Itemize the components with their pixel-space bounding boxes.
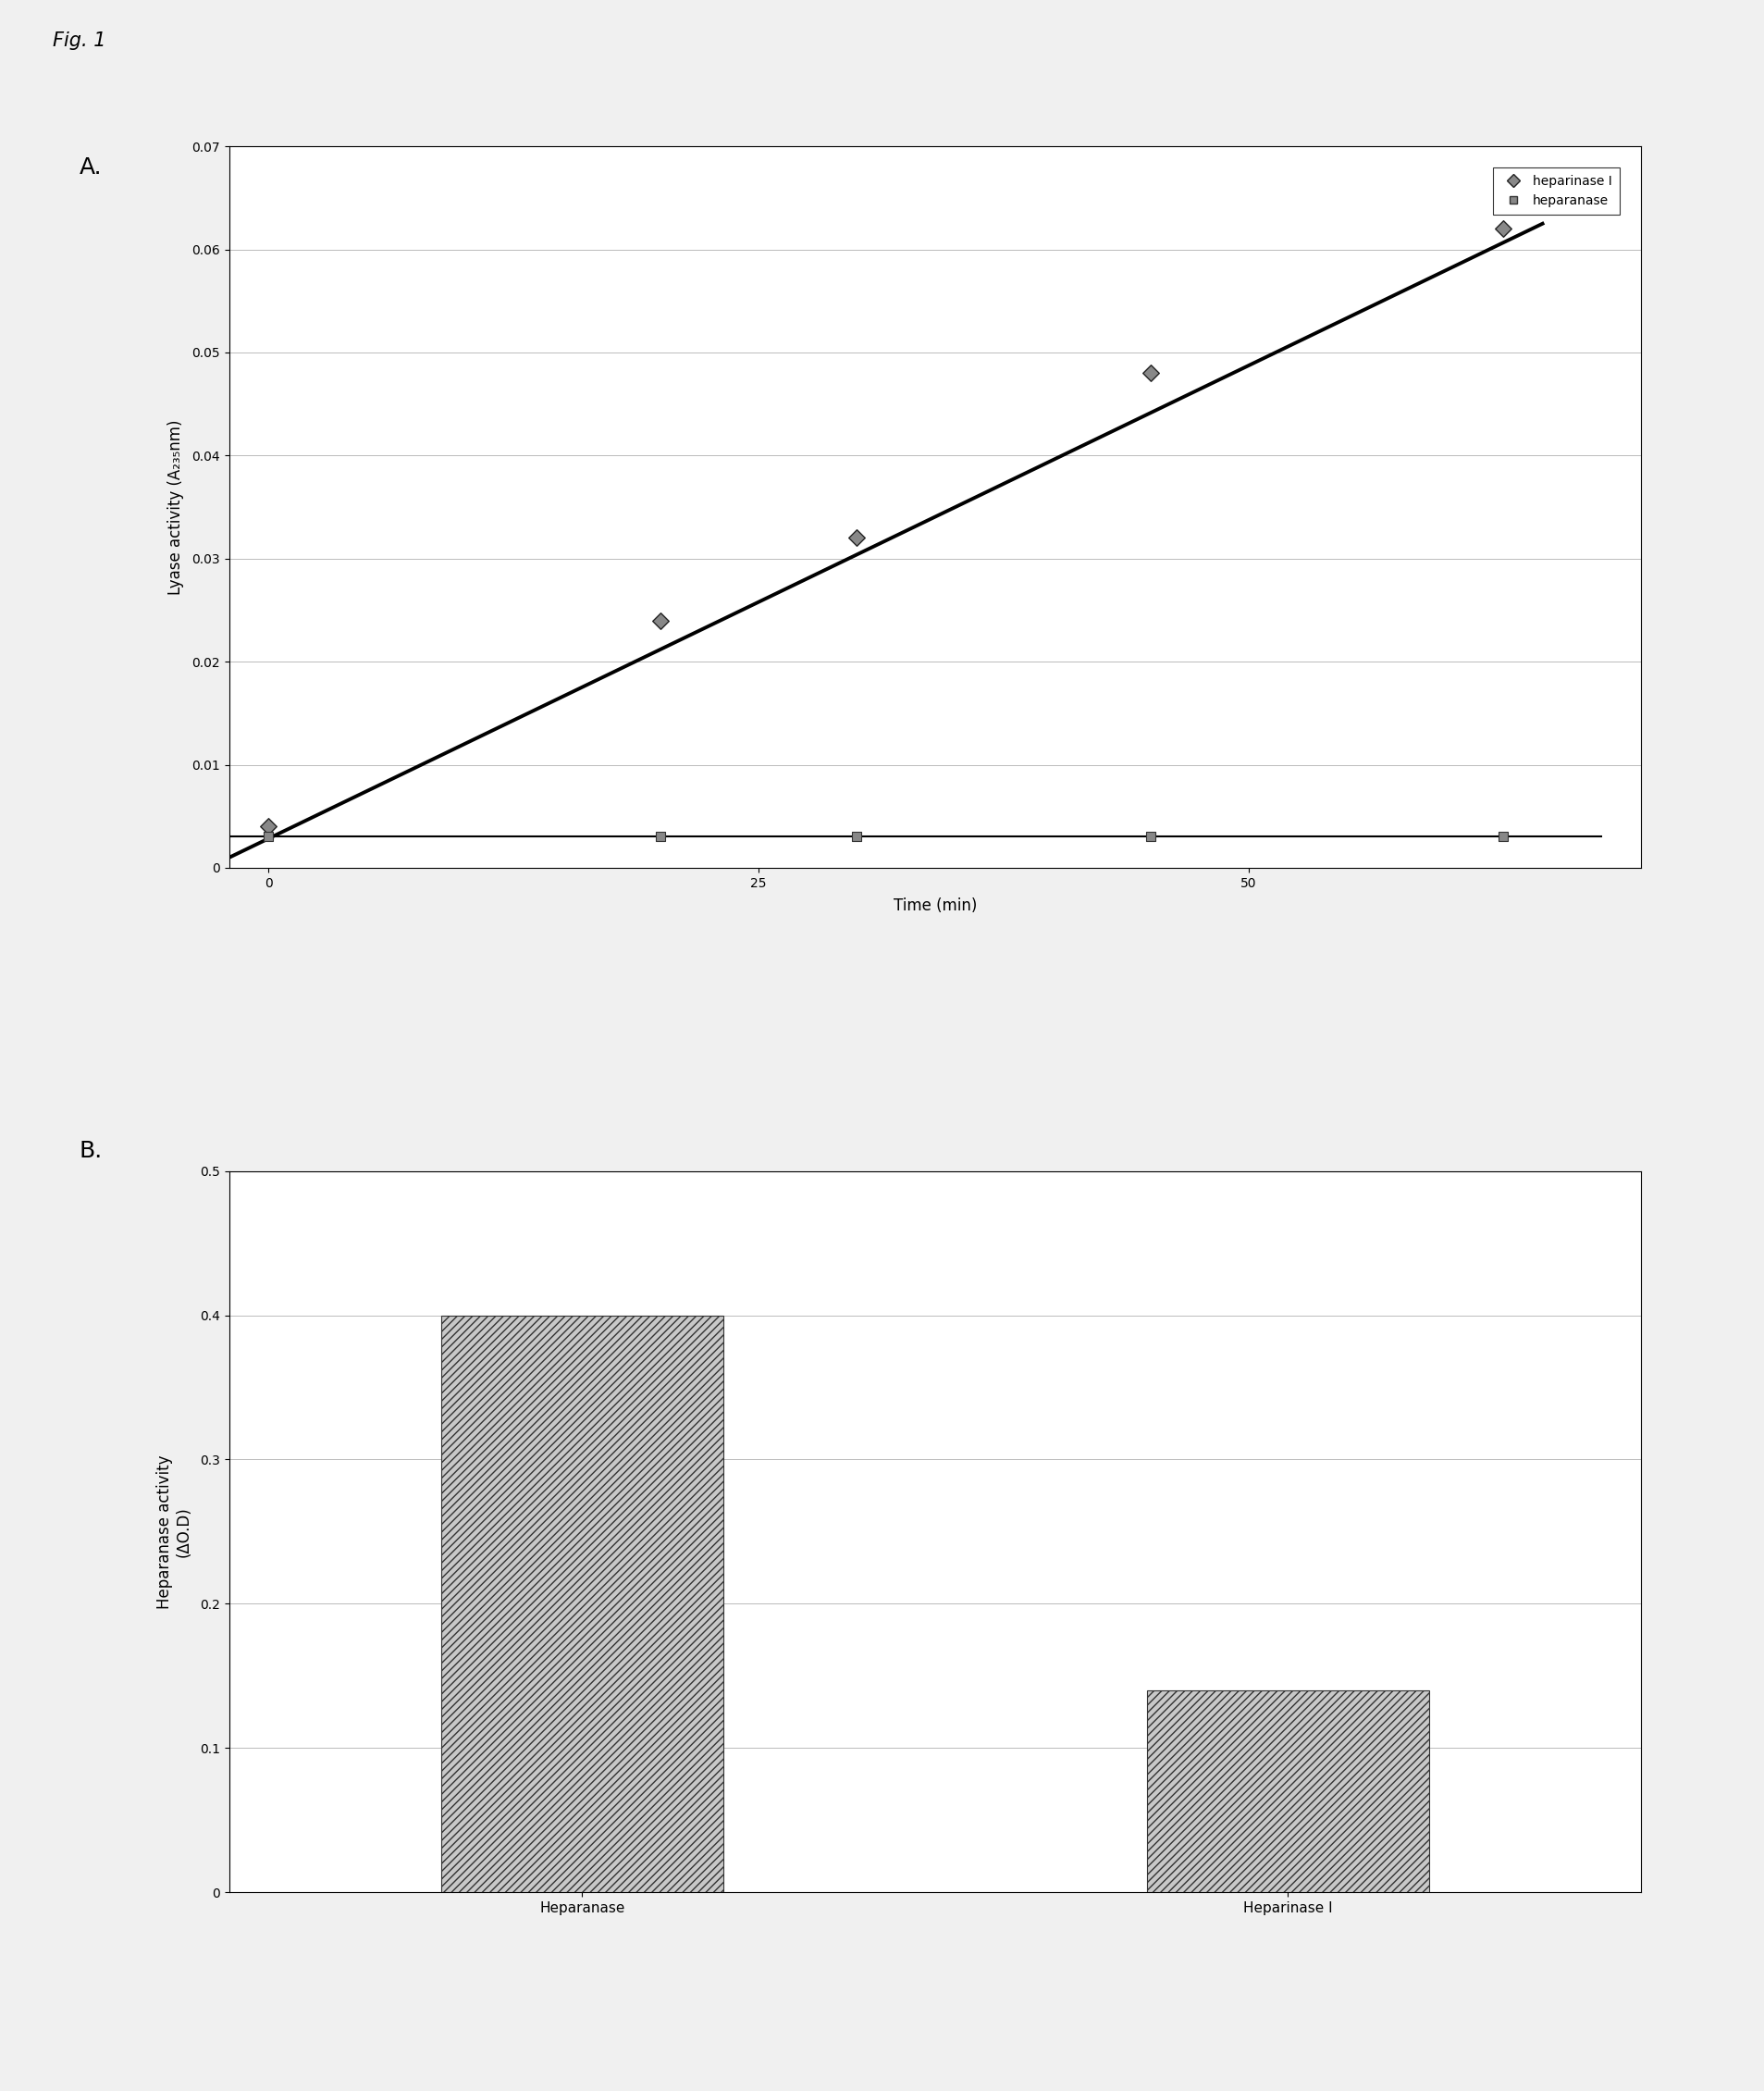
Point — [1136, 820, 1164, 853]
Bar — [1147, 1690, 1429, 1892]
Text: A.: A. — [79, 157, 102, 180]
X-axis label: Time (min): Time (min) — [893, 897, 977, 914]
Bar — [441, 1315, 723, 1892]
Legend: heparinase I, heparanase: heparinase I, heparanase — [1492, 167, 1619, 215]
Point — [254, 809, 282, 843]
Point — [646, 604, 674, 638]
Y-axis label: Lyase activity (A₂₃₅nm): Lyase activity (A₂₃₅nm) — [168, 420, 183, 594]
Point — [1489, 820, 1517, 853]
Text: Fig. 1: Fig. 1 — [53, 31, 106, 50]
Point — [646, 820, 674, 853]
Point — [254, 820, 282, 853]
Point — [1136, 355, 1164, 389]
Text: B.: B. — [79, 1140, 102, 1163]
Point — [843, 820, 871, 853]
Point — [843, 521, 871, 554]
Point — [1489, 211, 1517, 245]
Y-axis label: Heparanase activity
(ΔO.D): Heparanase activity (ΔO.D) — [157, 1455, 192, 1608]
